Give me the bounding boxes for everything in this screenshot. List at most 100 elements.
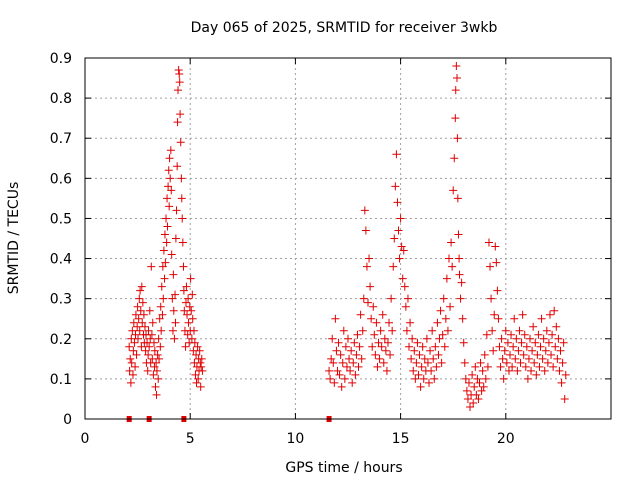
data-point — [412, 358, 421, 367]
data-point — [152, 358, 161, 367]
data-point — [510, 314, 519, 323]
data-point — [154, 374, 163, 383]
data-point — [336, 350, 345, 359]
chart-title: Day 065 of 2025, SRMTID for receiver 3wk… — [191, 20, 498, 36]
data-point — [166, 146, 175, 155]
data-point — [528, 346, 537, 355]
data-point — [523, 374, 532, 383]
data-point — [137, 342, 146, 351]
data-point — [493, 286, 502, 295]
data-point — [347, 346, 356, 355]
data-point — [551, 342, 560, 351]
data-point — [187, 306, 196, 315]
data-point — [184, 294, 193, 303]
data-point — [442, 274, 451, 283]
data-point — [527, 366, 536, 375]
data-point — [390, 234, 399, 243]
data-point — [417, 362, 426, 371]
data-point — [430, 374, 439, 383]
data-point — [484, 238, 493, 247]
data-point — [147, 262, 156, 271]
data-point — [171, 290, 180, 299]
data-point — [391, 182, 400, 191]
data-point — [431, 342, 440, 351]
y-axis-label: SRMTID / TECUs — [6, 182, 22, 295]
data-point — [328, 334, 337, 343]
data-point — [360, 206, 369, 215]
data-point — [463, 394, 472, 403]
data-point — [179, 286, 188, 295]
x-tick-label: 10 — [286, 431, 304, 447]
data-point — [448, 262, 457, 271]
data-point — [422, 334, 431, 343]
data-point — [483, 362, 492, 371]
data-point — [376, 326, 385, 335]
data-point — [157, 326, 166, 335]
data-point — [488, 326, 497, 335]
data-point — [341, 342, 350, 351]
data-point — [498, 354, 507, 363]
data-point — [534, 330, 543, 339]
data-point — [460, 358, 469, 367]
data-point — [329, 358, 338, 367]
data-point — [423, 358, 432, 367]
data-point — [446, 302, 455, 311]
data-point — [444, 254, 453, 263]
data-point — [387, 294, 396, 303]
data-point — [367, 314, 376, 323]
data-point-layer — [125, 62, 570, 411]
data-point — [454, 230, 463, 239]
data-point — [409, 366, 418, 375]
data-point — [559, 338, 568, 347]
data-point — [334, 338, 343, 347]
data-point — [502, 358, 511, 367]
data-point — [134, 334, 143, 343]
data-point — [146, 334, 155, 343]
data-point — [469, 398, 478, 407]
data-point — [413, 338, 422, 347]
data-point — [450, 154, 459, 163]
data-point — [131, 362, 140, 371]
data-point — [499, 374, 508, 383]
data-point — [557, 378, 566, 387]
data-point — [437, 358, 446, 367]
data-point — [397, 242, 406, 251]
data-point — [352, 350, 361, 359]
data-point — [369, 302, 378, 311]
data-point — [457, 278, 466, 287]
data-point — [162, 214, 171, 223]
data-point — [129, 318, 138, 327]
x-tick-label: 5 — [186, 431, 195, 447]
data-point — [138, 298, 147, 307]
data-point — [132, 350, 141, 359]
data-point — [335, 370, 344, 379]
data-point — [160, 230, 169, 239]
x-tick-label: 20 — [497, 431, 515, 447]
data-point — [173, 86, 182, 95]
data-point — [139, 310, 148, 319]
data-point — [393, 198, 402, 207]
data-point — [165, 202, 174, 211]
data-point — [180, 306, 189, 315]
data-point — [169, 306, 178, 315]
data-point — [189, 326, 198, 335]
data-point — [507, 330, 516, 339]
data-point — [185, 302, 194, 311]
data-point — [327, 354, 336, 363]
data-point — [346, 366, 355, 375]
data-point — [148, 354, 157, 363]
data-point — [521, 362, 530, 371]
data-point — [355, 342, 364, 351]
data-point — [168, 294, 177, 303]
x-tick-label: 0 — [81, 431, 90, 447]
data-point — [556, 346, 565, 355]
data-point — [155, 314, 164, 323]
data-point — [371, 350, 380, 359]
data-point — [194, 374, 203, 383]
data-point — [532, 370, 541, 379]
data-point — [130, 338, 139, 347]
data-point — [176, 110, 185, 119]
data-point — [160, 274, 169, 283]
data-point — [539, 334, 548, 343]
data-point — [197, 354, 206, 363]
